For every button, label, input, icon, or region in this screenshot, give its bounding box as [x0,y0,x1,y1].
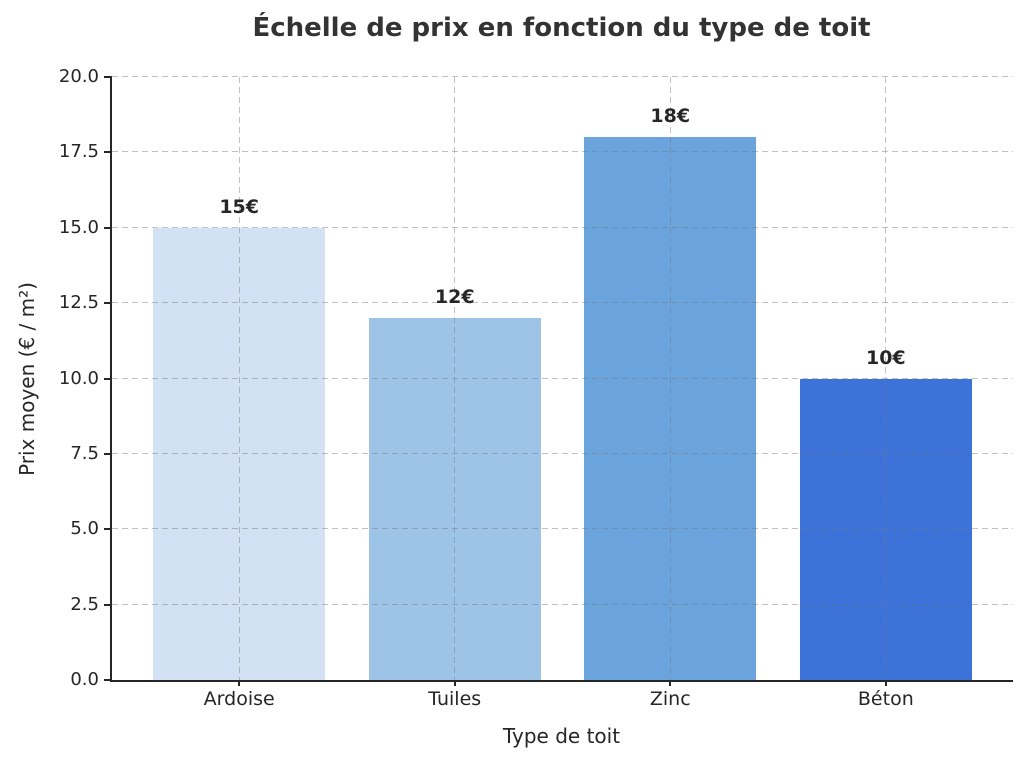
h-gridline [112,452,1013,454]
v-gridline [238,77,240,680]
bar-value-label: 12€ [434,286,475,309]
y-tick-label: 12.5 [58,292,99,314]
y-tick-label: 7.5 [70,442,99,464]
bar [799,378,973,680]
v-gridline [454,77,456,680]
y-tick-label: 10.0 [58,367,99,389]
y-tick-mark [104,151,112,154]
chart-title: Échelle de prix en fonction du type de t… [252,13,871,43]
h-gridline [112,377,1013,379]
x-axis-label: Type de toit [502,724,621,748]
bar [152,227,326,680]
x-tick-mark [884,680,887,686]
y-tick-label: 5.0 [70,518,99,540]
h-gridline [112,603,1013,605]
y-tick-mark [104,603,112,606]
y-tick-mark [104,302,112,305]
y-tick-mark [104,452,112,455]
h-gridline [112,528,1013,530]
bar-value-label: 15€ [219,195,259,218]
bar [368,318,541,680]
x-tick-label: Zinc [649,688,691,710]
v-gridline [669,77,671,680]
y-tick-label: 2.5 [70,593,99,615]
x-tick-label: Béton [857,688,914,710]
y-tick-mark [104,76,112,78]
x-tick-mark [238,680,241,686]
h-gridline [112,302,1013,304]
y-tick-mark [104,528,112,531]
y-tick-label: 0.0 [70,669,99,690]
bar [584,137,757,680]
y-tick-label: 17.5 [58,141,99,163]
x-tick-mark [453,680,456,686]
h-gridline [112,76,1013,77]
h-gridline [112,226,1013,228]
x-tick-label: Ardoise [203,688,275,710]
bar-value-label: 18€ [650,105,691,128]
h-gridline [112,151,1013,153]
y-tick-mark [104,679,112,681]
x-tick-label: Tuiles [428,688,482,710]
x-tick-mark [669,680,672,686]
bar-value-label: 10€ [865,346,906,369]
v-gridline [885,77,887,680]
y-tick-label: 20.0 [58,66,99,87]
y-axis-label: Prix moyen (€ / m²) [15,282,39,476]
plot-area: 0.0 2.5 5.0 7.5 10.0 12.5 15.0 17.5 20.0 Ardoise T… [59,66,1013,710]
y-tick-label: 15.0 [58,216,99,238]
y-tick-mark [104,377,112,380]
y-tick-mark [104,226,112,229]
